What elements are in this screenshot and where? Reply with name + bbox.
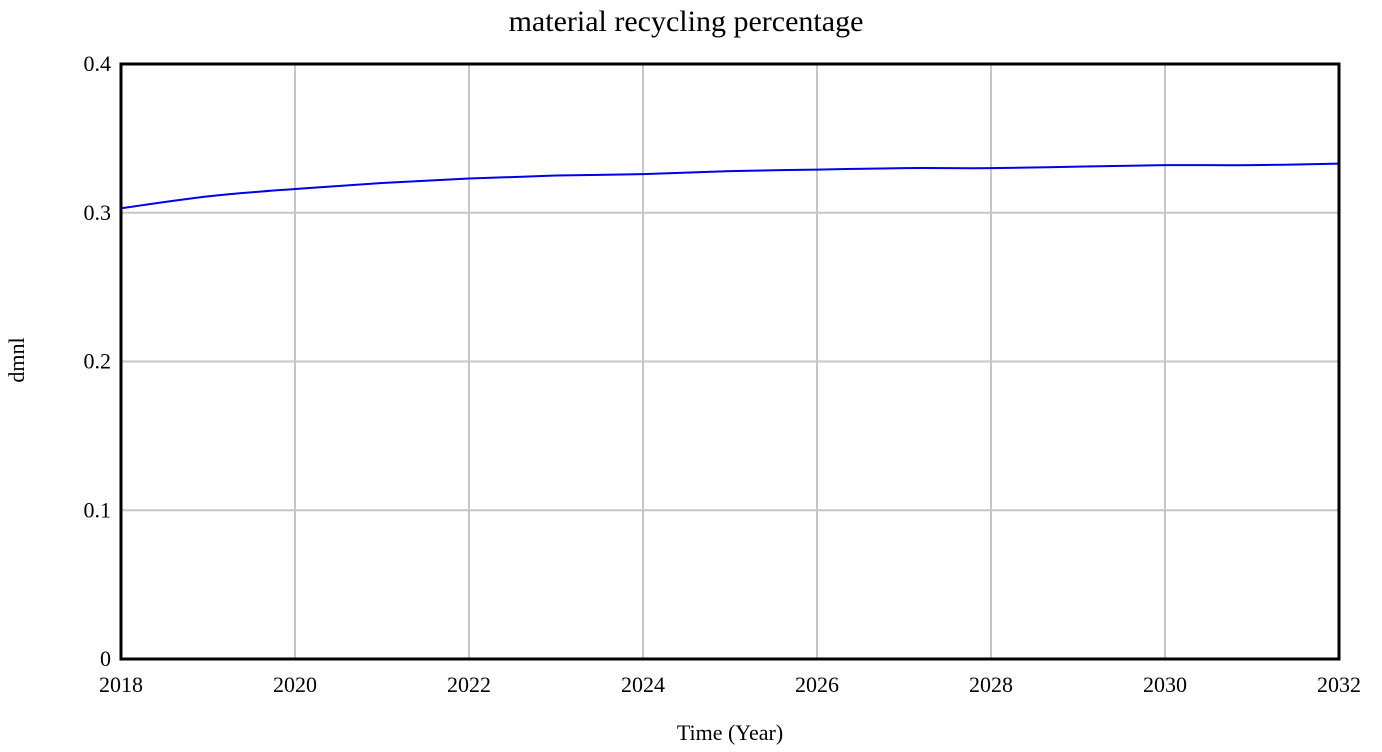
y-tick-label: 0.2 (84, 349, 112, 374)
x-tick-label: 2020 (273, 672, 317, 697)
x-tick-label: 2030 (1143, 672, 1187, 697)
y-tick-label: 0.4 (84, 51, 112, 76)
chart-title: material recycling percentage (509, 5, 864, 38)
series-line-0 (120, 162, 1340, 210)
x-axis-label: Time (Year) (677, 720, 783, 745)
series-group (120, 162, 1340, 210)
x-tick-label: 2032 (1317, 672, 1361, 697)
tick-labels: 2018 2020 2022 2024 2026 2028 2030 2032 0 0.1 0.2 0… (84, 51, 1362, 697)
plot-frame (119, 62, 1341, 661)
x-tick-label: 2018 (99, 672, 143, 697)
y-tick-label: 0.1 (84, 497, 112, 522)
x-tick-label: 2028 (969, 672, 1013, 697)
x-tick-label: 2022 (447, 672, 491, 697)
x-tick-label: 2026 (795, 672, 839, 697)
y-tick-label: 0.3 (84, 200, 112, 225)
y-tick-label: 0 (100, 646, 111, 671)
x-tick-label: 2024 (621, 672, 665, 697)
gridlines (120, 63, 1340, 660)
y-axis-label: dmnl (4, 337, 29, 382)
